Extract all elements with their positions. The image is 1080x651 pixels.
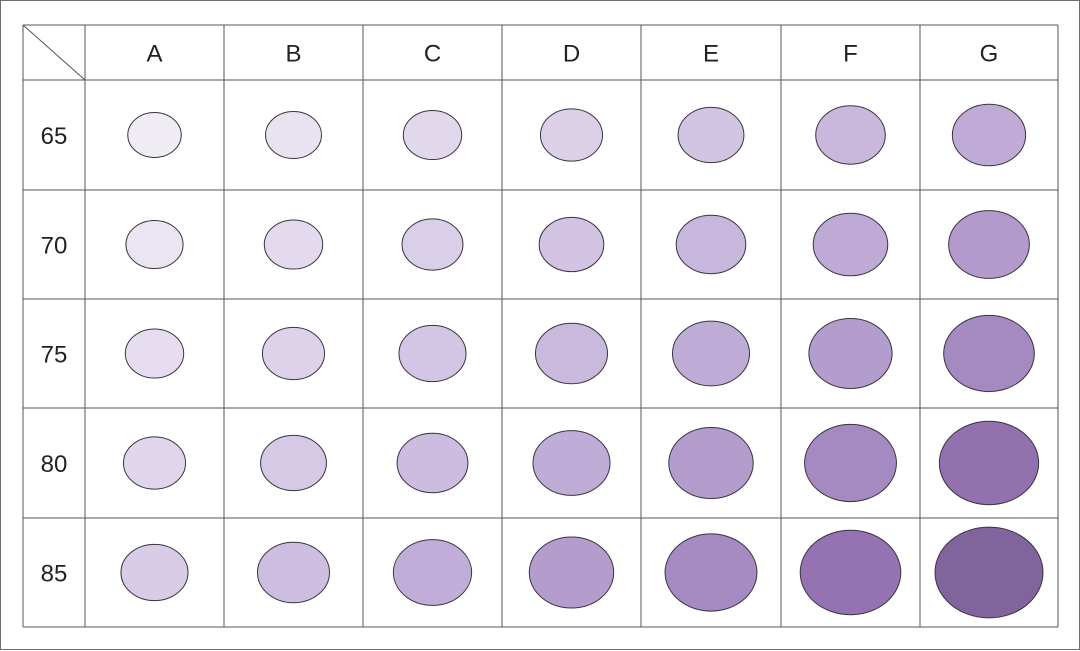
swatch-g-65 xyxy=(951,103,1027,167)
swatch-d-70 xyxy=(538,216,605,273)
swatch-c-65 xyxy=(402,109,463,161)
swatch-d-65 xyxy=(539,108,604,162)
column-header-b: B xyxy=(285,41,301,68)
column-header-c: C xyxy=(424,41,441,68)
swatch-f-85 xyxy=(799,529,902,616)
grid-background xyxy=(23,25,1058,627)
column-header-d: D xyxy=(563,41,580,68)
swatch-e-70 xyxy=(675,214,747,275)
swatch-e-80 xyxy=(668,427,754,499)
swatch-a-75 xyxy=(124,328,185,379)
swatch-f-80 xyxy=(804,423,897,503)
swatch-e-65 xyxy=(677,106,745,164)
swatch-b-70 xyxy=(263,219,324,270)
swatch-g-85 xyxy=(934,526,1044,619)
swatch-c-70 xyxy=(401,218,464,271)
swatch-f-75 xyxy=(808,318,893,389)
swatch-c-80 xyxy=(396,432,469,494)
column-header-f: F xyxy=(843,41,858,68)
swatch-f-65 xyxy=(815,105,886,165)
row-header-75: 75 xyxy=(41,342,68,369)
swatch-e-75 xyxy=(672,320,750,387)
swatch-f-70 xyxy=(812,212,889,277)
swatch-b-80 xyxy=(260,434,327,492)
swatch-a-65 xyxy=(127,112,182,158)
column-header-e: E xyxy=(703,41,719,68)
swatch-c-75 xyxy=(398,324,467,383)
column-header-g: G xyxy=(980,41,999,68)
swatch-b-75 xyxy=(261,326,326,381)
swatch-d-85 xyxy=(528,536,615,609)
row-header-65: 65 xyxy=(41,123,68,150)
column-header-a: A xyxy=(146,41,162,68)
swatch-c-85 xyxy=(392,539,473,606)
swatch-d-80 xyxy=(532,430,611,496)
swatch-g-80 xyxy=(938,420,1040,506)
swatch-b-65 xyxy=(265,111,322,159)
swatch-b-85 xyxy=(256,541,331,604)
swatch-g-75 xyxy=(943,314,1035,393)
swatch-a-85 xyxy=(120,543,189,602)
swatch-a-80 xyxy=(122,436,187,490)
row-header-85: 85 xyxy=(41,561,68,588)
swatch-e-85 xyxy=(664,533,758,612)
swatch-d-75 xyxy=(534,322,609,385)
swatch-g-70 xyxy=(948,210,1030,279)
swatch-a-70 xyxy=(125,219,184,270)
row-header-70: 70 xyxy=(41,233,68,260)
row-header-80: 80 xyxy=(41,451,68,478)
corner-diagonal xyxy=(22,24,86,81)
